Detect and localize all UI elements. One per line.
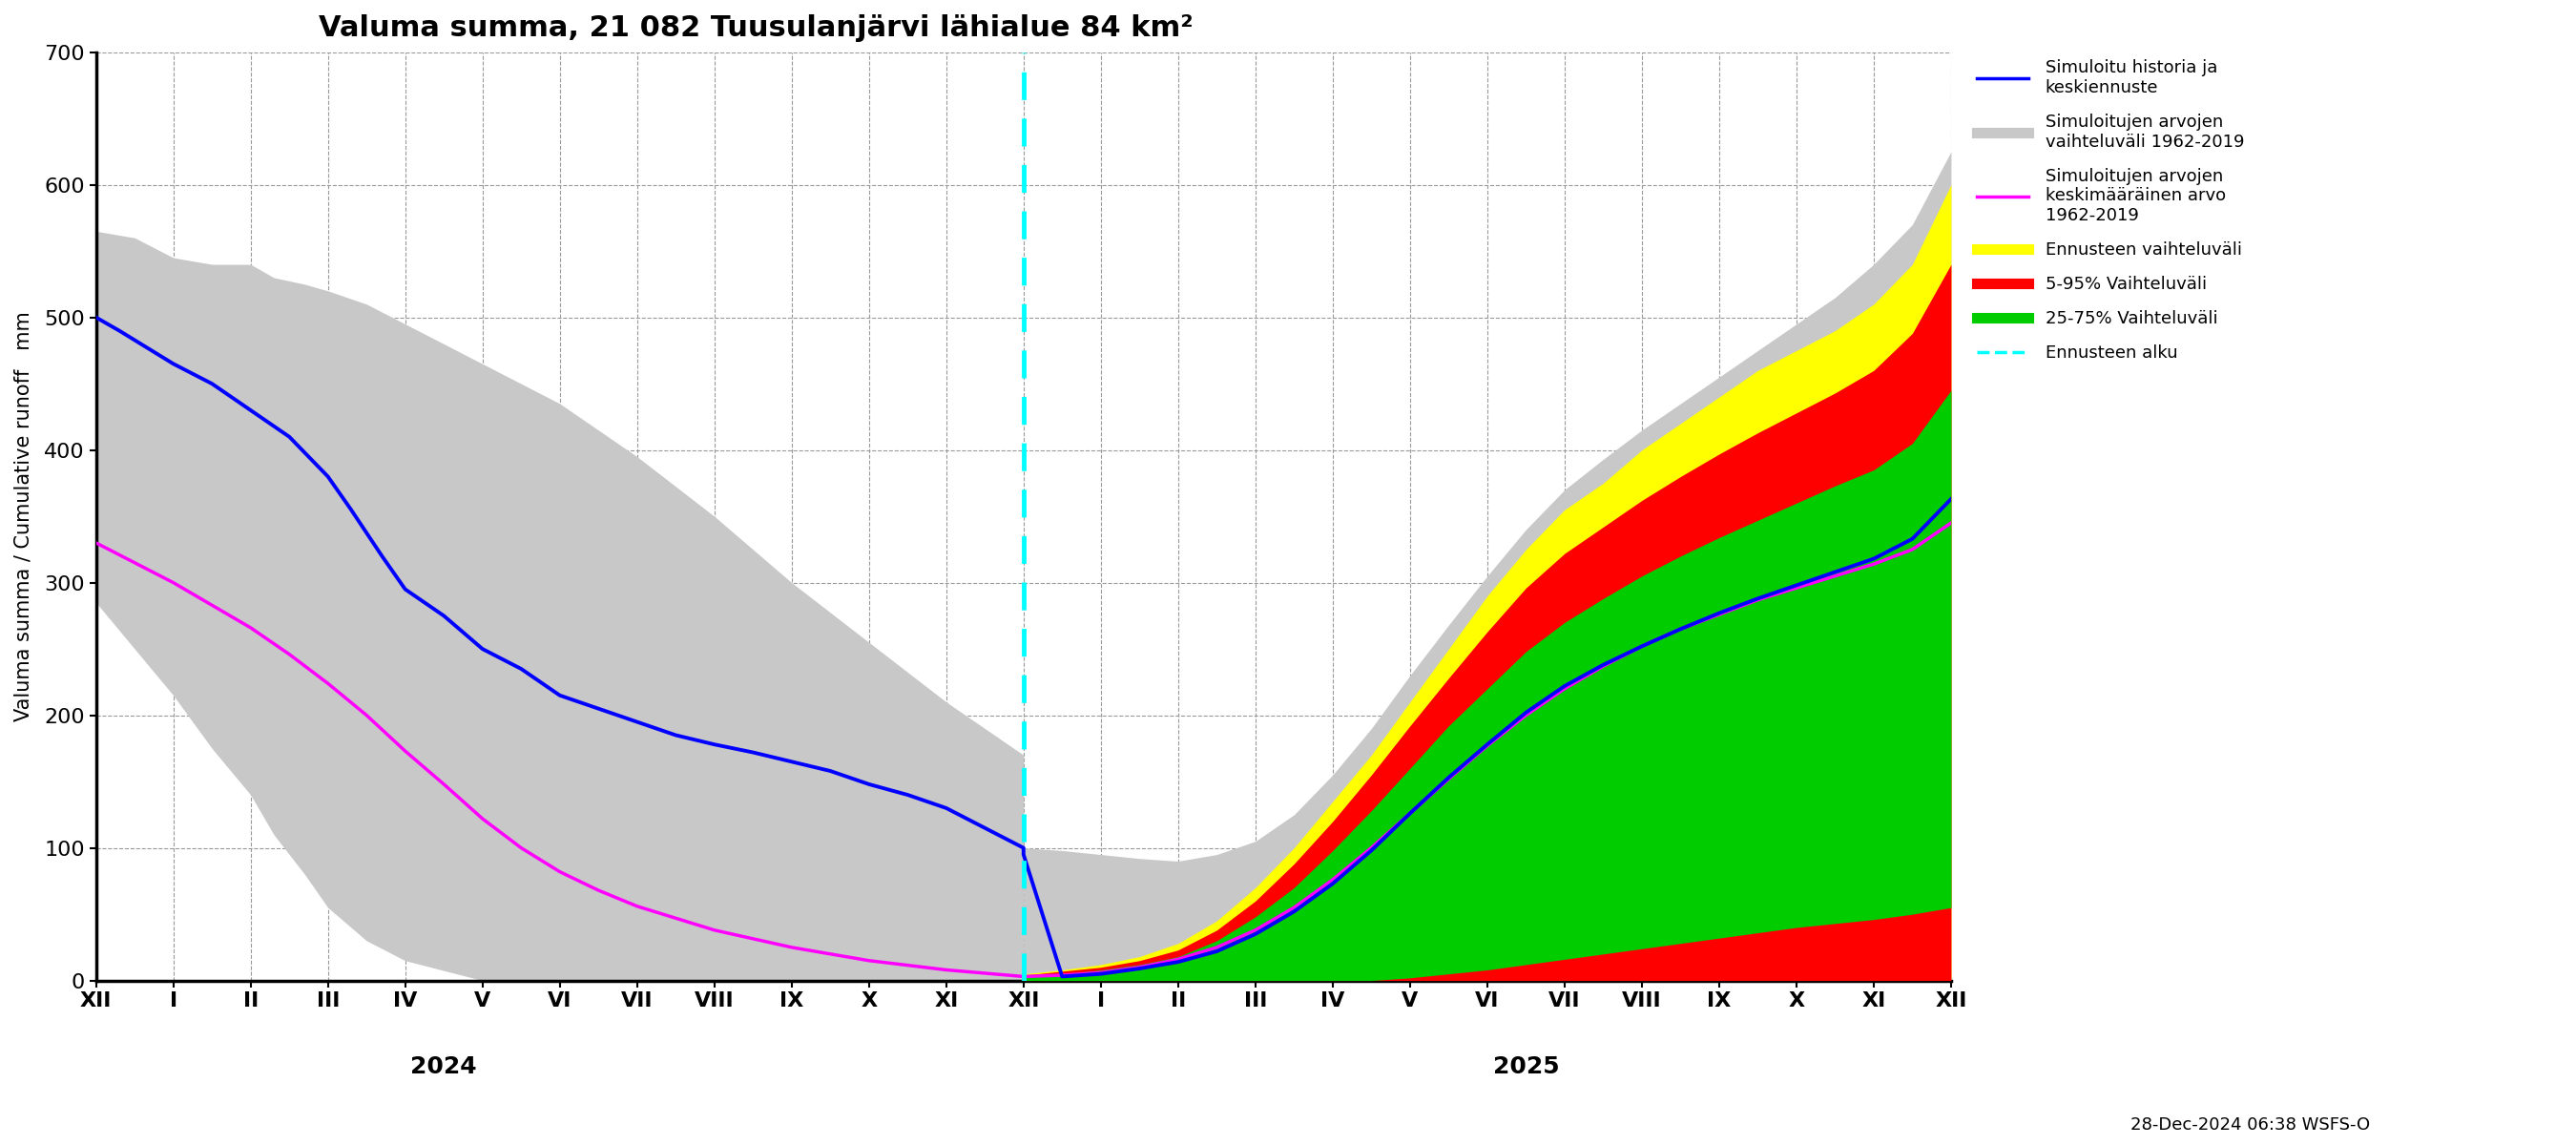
Text: 28-Dec-2024 06:38 WSFS-O: 28-Dec-2024 06:38 WSFS-O [2130, 1116, 2370, 1134]
Text: Valuma summa, 21 082 Tuusulanjärvi lähialue 84 km²: Valuma summa, 21 082 Tuusulanjärvi lähia… [319, 14, 1193, 42]
Text: 2024: 2024 [410, 1056, 477, 1079]
Legend: Simuloitu historia ja
keskiennuste, Simuloitujen arvojen
vaihteluväli 1962-2019,: Simuloitu historia ja keskiennuste, Simu… [1971, 53, 2251, 369]
Y-axis label: Valuma summa / Cumulative runoff   mm: Valuma summa / Cumulative runoff mm [15, 311, 33, 721]
Text: 2025: 2025 [1492, 1056, 1558, 1079]
